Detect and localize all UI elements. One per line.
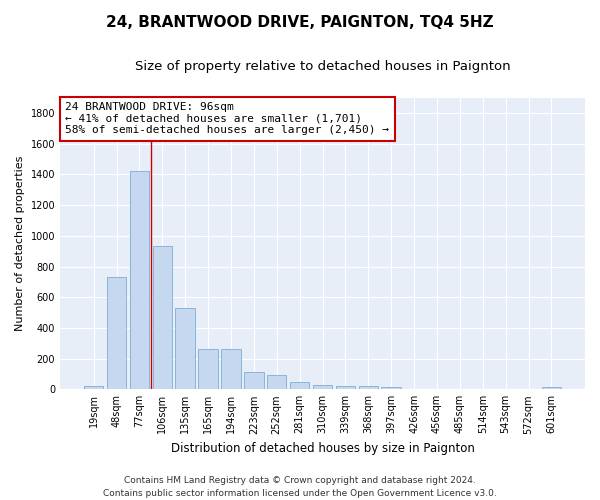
Text: Contains HM Land Registry data © Crown copyright and database right 2024.
Contai: Contains HM Land Registry data © Crown c…	[103, 476, 497, 498]
Bar	[152, 246, 172, 390]
Bar	[130, 172, 149, 390]
Bar	[84, 386, 103, 390]
Y-axis label: Number of detached properties: Number of detached properties	[15, 156, 25, 331]
Bar	[175, 308, 195, 390]
Text: 24 BRANTWOOD DRIVE: 96sqm
← 41% of detached houses are smaller (1,701)
58% of se: 24 BRANTWOOD DRIVE: 96sqm ← 41% of detac…	[65, 102, 389, 136]
Title: Size of property relative to detached houses in Paignton: Size of property relative to detached ho…	[135, 60, 511, 73]
Bar	[107, 278, 126, 390]
Bar	[244, 372, 263, 390]
Bar	[382, 387, 401, 390]
Bar	[404, 388, 424, 390]
Bar	[290, 382, 310, 390]
Bar	[313, 386, 332, 390]
Bar	[267, 376, 286, 390]
Bar	[335, 386, 355, 390]
Bar	[221, 348, 241, 390]
X-axis label: Distribution of detached houses by size in Paignton: Distribution of detached houses by size …	[170, 442, 475, 455]
Bar	[359, 386, 378, 390]
Text: 24, BRANTWOOD DRIVE, PAIGNTON, TQ4 5HZ: 24, BRANTWOOD DRIVE, PAIGNTON, TQ4 5HZ	[106, 15, 494, 30]
Bar	[427, 388, 446, 390]
Bar	[542, 387, 561, 390]
Bar	[199, 348, 218, 390]
